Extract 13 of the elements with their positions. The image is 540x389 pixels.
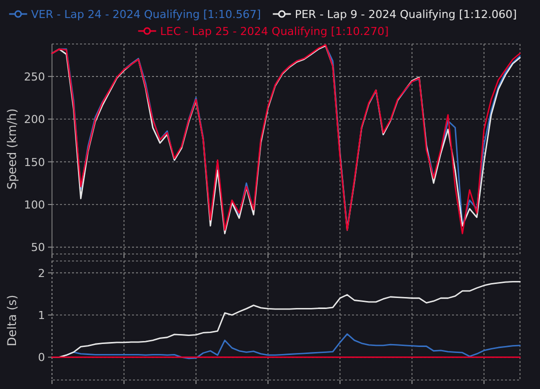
y-tick-label: 50 [31, 241, 45, 254]
legend-label: PER - Lap 9 - 2024 Qualifying [1:12.060] [294, 8, 517, 21]
y-axis-title: Speed (km/h) [5, 108, 19, 190]
y-tick-label: 100 [24, 198, 45, 212]
y-tick-label: 150 [24, 156, 45, 169]
legend-label: VER - Lap 24 - 2024 Qualifying [1:10.567] [31, 8, 261, 21]
legend-label: LEC - Lap 25 - 2024 Qualifying [1:10.270] [160, 25, 389, 38]
y-tick-label: 1 [38, 309, 45, 322]
y-tick-label: 200 [24, 113, 45, 126]
y-axis-title: Delta (s) [5, 294, 19, 346]
y-tick-label: 0 [38, 351, 45, 364]
y-tick-label: 250 [24, 70, 45, 84]
y-tick-label: 2 [38, 266, 45, 280]
